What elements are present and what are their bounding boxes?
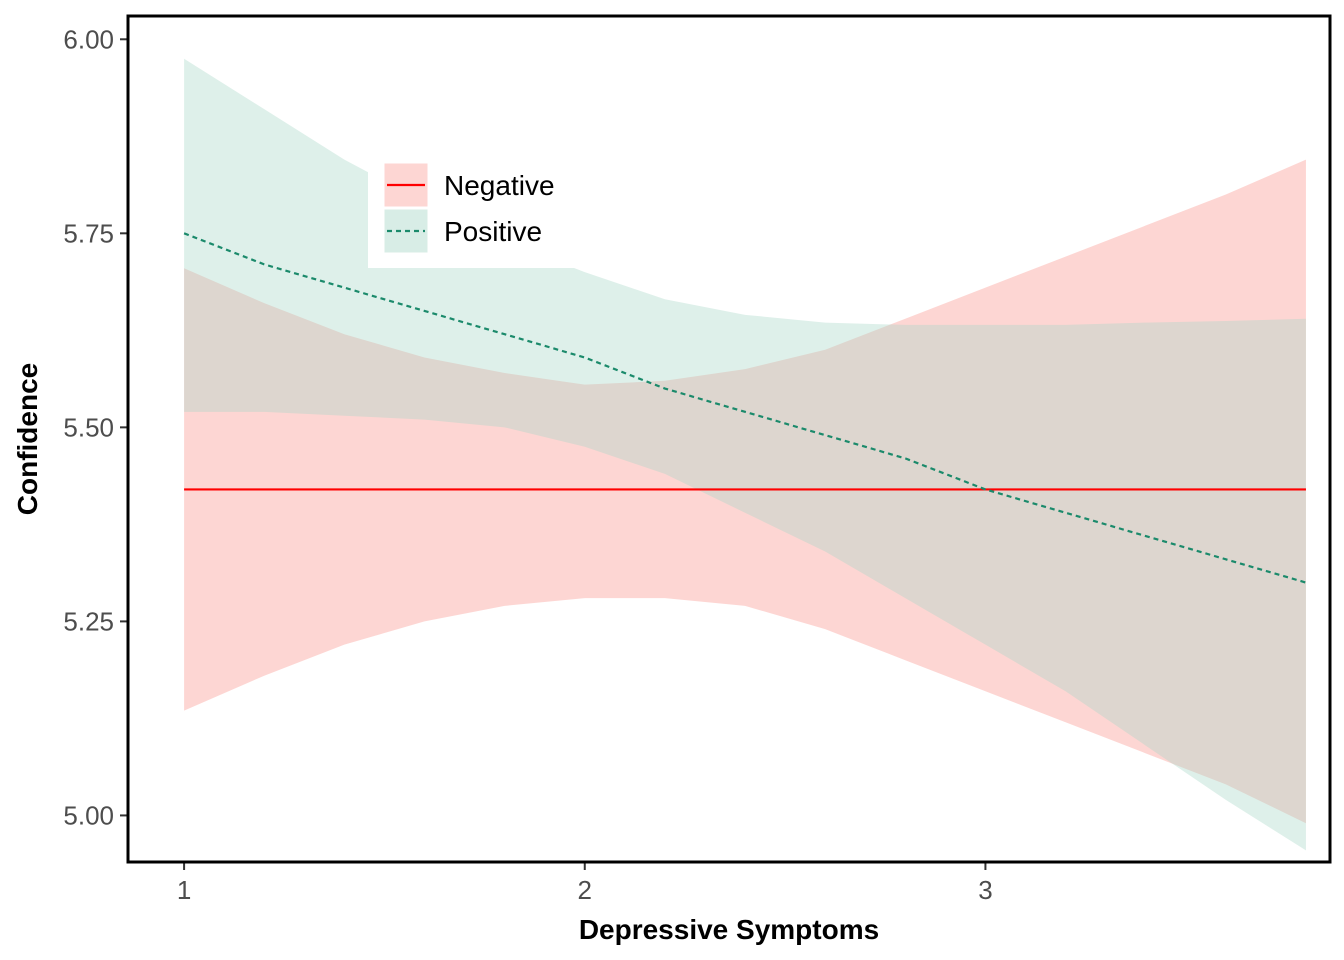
ribbon-negative bbox=[184, 159, 1306, 824]
y-tick-label: 5.00 bbox=[63, 800, 114, 830]
line-positive bbox=[183, 232, 1307, 584]
y-tick-label: 5.50 bbox=[63, 412, 114, 442]
legend-label-positive: Positive bbox=[444, 216, 542, 247]
legend-item-positive: Positive bbox=[383, 208, 542, 254]
y-axis-title: Confidence bbox=[12, 363, 43, 515]
x-tick-label: 2 bbox=[578, 875, 592, 905]
x-tick-label: 1 bbox=[177, 875, 191, 905]
legend-label-negative: Negative bbox=[444, 170, 555, 201]
y-tick-label: 5.75 bbox=[63, 218, 114, 248]
legend: Negative Positive bbox=[368, 150, 586, 268]
legend-item-negative: Negative bbox=[383, 162, 555, 208]
x-axis-ticks: 1 2 3 bbox=[177, 862, 993, 905]
y-tick-label: 6.00 bbox=[63, 24, 114, 54]
panel-border bbox=[126, 14, 1332, 864]
x-axis-title: Depressive Symptoms bbox=[579, 914, 879, 945]
series-lines bbox=[183, 232, 1307, 584]
y-tick-label: 5.25 bbox=[63, 606, 114, 636]
y-axis-ticks: 5.00 5.25 5.50 5.75 6.00 bbox=[63, 24, 128, 830]
x-tick-label: 3 bbox=[978, 875, 992, 905]
